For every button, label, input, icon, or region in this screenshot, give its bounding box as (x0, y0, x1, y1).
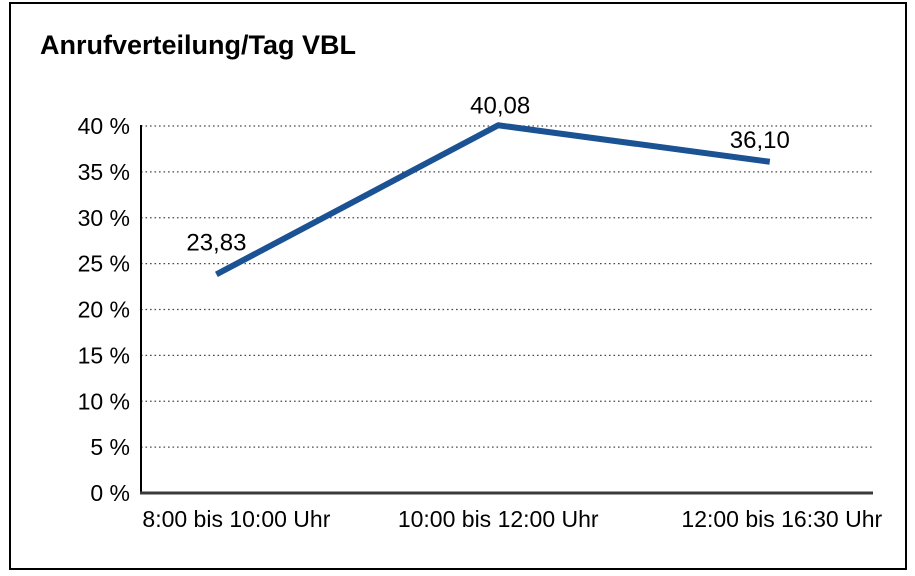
x-category-label: 8:00 bis 10:00 Uhr (142, 506, 330, 532)
y-tick-label: 10 % (78, 388, 130, 414)
chart-border (9, 2, 907, 570)
x-category-label: 10:00 bis 12:00 Uhr (398, 506, 599, 532)
x-category-label: 12:00 bis 16:30 Uhr (681, 506, 882, 532)
y-tick-label: 20 % (78, 297, 130, 323)
y-tick-label: 5 % (90, 434, 130, 460)
y-tick-label: 15 % (78, 342, 130, 368)
data-point-label: 40,08 (470, 92, 530, 119)
y-tick-label: 35 % (78, 159, 130, 185)
y-tick-label: 25 % (78, 251, 130, 277)
series-line (214, 122, 771, 278)
y-tick-label: 30 % (78, 205, 130, 231)
y-tick-label: 40 % (78, 113, 130, 139)
data-point-label: 36,10 (730, 127, 790, 154)
y-tick-label: 0 % (90, 480, 130, 506)
chart-title: Anrufverteilung/Tag VBL (40, 30, 357, 60)
data-point-label: 23,83 (186, 229, 246, 256)
